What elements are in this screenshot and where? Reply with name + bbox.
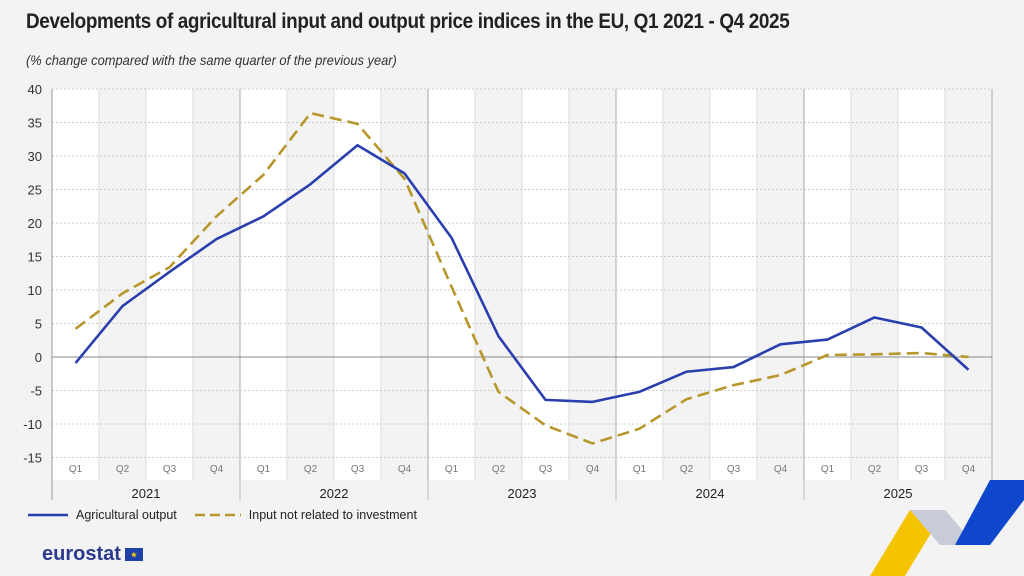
x-tick-quarter: Q4	[586, 464, 600, 475]
column-band	[522, 89, 569, 480]
legend-agricultural-output: Agricultural output	[76, 508, 177, 522]
y-tick-label: -5	[30, 384, 42, 399]
x-tick-year: 2024	[696, 486, 725, 501]
y-tick-label: 0	[35, 350, 42, 365]
y-tick-label: 15	[28, 250, 42, 265]
column-band	[334, 89, 381, 480]
column-band	[851, 89, 898, 480]
eurostat-logo: eurostat ★	[42, 543, 143, 566]
column-band	[898, 89, 945, 480]
column-band	[569, 89, 616, 480]
x-tick-quarter: Q4	[398, 464, 412, 475]
x-tick-quarter: Q3	[163, 464, 177, 475]
chart-title: Developments of agricultural input and o…	[26, 10, 790, 33]
column-band	[757, 89, 804, 480]
x-tick-quarter: Q1	[69, 464, 83, 475]
x-tick-quarter: Q2	[492, 464, 506, 475]
y-tick-label: 35	[28, 116, 42, 131]
column-band	[287, 89, 334, 480]
x-tick-quarter: Q2	[868, 464, 882, 475]
x-tick-quarter: Q3	[727, 464, 741, 475]
column-band	[945, 89, 992, 480]
y-tick-label: 40	[28, 82, 42, 97]
x-tick-quarter: Q4	[210, 464, 224, 475]
legend-input-not-investment: Input not related to investment	[248, 508, 417, 522]
column-band	[381, 89, 428, 480]
column-band	[804, 89, 851, 480]
y-tick-label: 5	[35, 317, 42, 332]
column-band	[475, 89, 522, 480]
legend: Agricultural output Input not related to…	[28, 508, 417, 522]
column-band	[240, 89, 287, 480]
x-tick-quarter: Q3	[915, 464, 929, 475]
column-band	[663, 89, 710, 480]
x-tick-quarter: Q1	[821, 464, 835, 475]
y-tick-label: 25	[28, 183, 42, 198]
x-tick-quarter: Q4	[962, 464, 976, 475]
x-tick-year: 2023	[508, 486, 537, 501]
chart-subtitle: (% change compared with the same quarter…	[26, 52, 397, 68]
x-tick-quarter: Q2	[116, 464, 130, 475]
x-tick-quarter: Q1	[257, 464, 271, 475]
column-band	[193, 89, 240, 480]
x-tick-quarter: Q2	[304, 464, 318, 475]
x-tick-quarter: Q1	[445, 464, 459, 475]
series-line-input-not-related-to-investment	[74, 111, 969, 445]
x-tick-quarter: Q1	[633, 464, 647, 475]
x-tick-year: 2021	[132, 486, 161, 501]
y-tick-label: 30	[28, 149, 42, 164]
x-tick-quarter: Q4	[774, 464, 788, 475]
x-tick-quarter: Q3	[351, 464, 365, 475]
column-band	[52, 89, 99, 480]
series-line-agricultural-output	[74, 143, 970, 404]
x-tick-quarter: Q3	[539, 464, 553, 475]
y-tick-label: 20	[28, 216, 42, 231]
y-tick-label: 10	[28, 283, 42, 298]
y-tick-label: -10	[23, 417, 42, 432]
column-band	[710, 89, 757, 480]
x-tick-quarter: Q2	[680, 464, 694, 475]
x-tick-year: 2025	[884, 486, 913, 501]
eu-flag-icon: ★	[124, 548, 143, 561]
y-tick-label: -15	[23, 451, 42, 466]
column-band	[616, 89, 663, 480]
x-tick-year: 2022	[320, 486, 349, 501]
